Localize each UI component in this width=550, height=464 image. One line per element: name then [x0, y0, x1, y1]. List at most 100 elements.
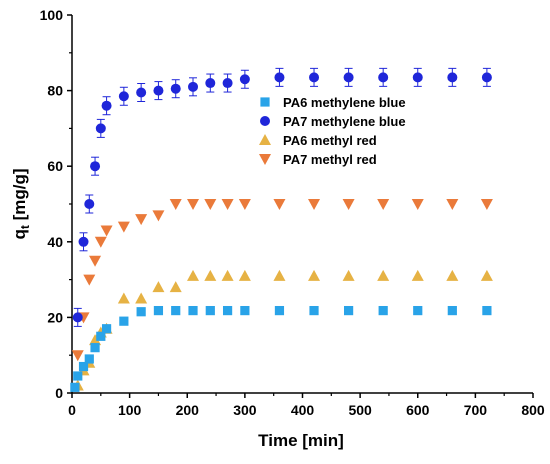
data-point [100, 225, 113, 237]
series-pa7-methyl-red [71, 199, 493, 362]
data-point [222, 305, 233, 316]
data-point [136, 87, 147, 98]
legend-label: PA7 methyl red [283, 152, 377, 167]
data-point [169, 281, 182, 293]
data-point [83, 274, 96, 286]
data-point [308, 269, 321, 281]
data-point [480, 269, 493, 281]
x-tick-label: 200 [176, 402, 200, 418]
data-point [378, 305, 388, 316]
data-point [222, 78, 233, 89]
data-point [152, 281, 165, 293]
y-axis-title: qt [mg/g] [10, 168, 32, 239]
data-point [411, 199, 424, 210]
data-point [84, 199, 95, 209]
data-point [188, 81, 199, 92]
legend-marker [260, 97, 270, 107]
x-tick-label: 600 [406, 402, 430, 418]
data-point [204, 269, 217, 281]
data-point [221, 269, 234, 281]
data-point [343, 72, 354, 83]
data-point [153, 305, 164, 316]
data-point [447, 72, 458, 83]
data-point [188, 305, 198, 316]
data-point [78, 361, 89, 372]
data-point [377, 269, 390, 281]
x-tick-label: 0 [68, 402, 76, 418]
data-point [240, 305, 250, 316]
y-tick-label: 20 [47, 309, 63, 325]
series-pa6-methylene-blue [70, 305, 492, 392]
y-tick-label: 80 [47, 83, 63, 99]
data-point [135, 292, 148, 304]
data-point [169, 199, 182, 210]
data-point [480, 199, 493, 210]
data-point [238, 269, 251, 281]
legend-label: PA6 methylene blue [283, 95, 406, 110]
data-point [170, 83, 181, 94]
data-point [89, 255, 102, 267]
legend-marker [259, 134, 271, 145]
y-axis-ticks: 0 20 40 60 80 100 [40, 7, 72, 401]
data-point [204, 199, 217, 210]
x-tick-label: 700 [464, 402, 488, 418]
data-point [482, 305, 492, 316]
legend-label: PA7 methylene blue [283, 114, 406, 129]
data-point [119, 316, 129, 326]
data-point [377, 199, 390, 210]
data-point [90, 343, 100, 353]
x-tick-label: 500 [348, 402, 372, 418]
data-point [71, 350, 84, 362]
data-point [274, 305, 285, 316]
data-point [89, 334, 102, 346]
data-point [73, 371, 83, 381]
data-point [90, 161, 101, 172]
data-point [136, 307, 146, 317]
data-point [273, 199, 286, 210]
data-point [70, 382, 80, 392]
data-point [101, 100, 112, 111]
data-point [152, 210, 165, 222]
data-point [95, 123, 106, 134]
legend-marker [259, 154, 271, 165]
data-point [239, 74, 250, 85]
data-point [153, 85, 164, 96]
data-point [171, 305, 181, 316]
data-point [273, 269, 286, 281]
data-point [117, 292, 130, 304]
data-point [96, 331, 106, 341]
data-point [378, 72, 389, 83]
data-point [446, 199, 459, 210]
data-point [447, 305, 457, 316]
y-axis-title-unit: [mg/g] [10, 168, 29, 225]
data-point [481, 72, 492, 83]
data-point [221, 199, 234, 210]
data-point [72, 312, 83, 323]
y-axis-title-sub: t [18, 225, 32, 229]
legend-marker [260, 116, 270, 126]
data-point [309, 305, 319, 316]
data-point [101, 324, 112, 334]
data-point [342, 269, 355, 281]
legend: PA6 methylene blue PA7 methylene blue PA6 … [259, 95, 406, 167]
series-pa6-methyl-red [71, 269, 493, 391]
y-tick-label: 40 [47, 234, 63, 250]
y-axis-title-main: q [10, 229, 29, 239]
y-tick-label: 0 [55, 385, 63, 401]
data-point [187, 269, 200, 281]
data-point [84, 354, 94, 364]
data-point [118, 91, 129, 102]
data-point [135, 214, 148, 226]
data-point [309, 72, 320, 83]
x-axis-title: Time [min] [258, 431, 344, 450]
data-point [274, 72, 285, 83]
series-pa7-methylene-blue [72, 67, 492, 327]
data-point [238, 199, 251, 210]
x-tick-label: 300 [233, 402, 257, 418]
data-point [412, 72, 423, 83]
data-point [344, 305, 354, 316]
x-tick-label: 800 [521, 402, 545, 418]
legend-label: PA6 methyl red [283, 133, 377, 148]
x-axis-ticks: 0 100 200 300 400 500 600 700 800 [68, 393, 545, 418]
